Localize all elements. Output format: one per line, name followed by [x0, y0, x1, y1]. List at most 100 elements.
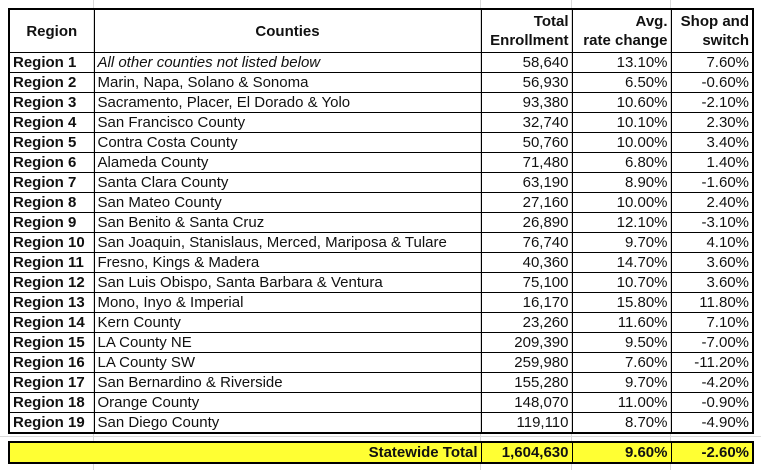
- table-row: Region 9 San Benito & Santa Cruz 26,890 12.…: [8, 212, 754, 233]
- shop-switch-cell: -0.60%: [670, 72, 754, 93]
- table-row: Region 4 San Francisco County 32,740 10.10%…: [8, 112, 754, 133]
- shop-switch-cell: 7.10%: [670, 312, 754, 333]
- counties-cell: Contra Costa County: [93, 132, 482, 153]
- enrollment-cell: 26,890: [480, 212, 573, 233]
- rate-change-cell: 6.50%: [571, 72, 672, 93]
- table-row: Region 2 Marin, Napa, Solano & Sonoma 56,9…: [8, 72, 754, 93]
- enrollment-cell: 76,740: [480, 232, 573, 253]
- enrollment-cell: 148,070: [480, 392, 573, 413]
- rate-change-cell: 9.70%: [571, 372, 672, 393]
- region-cell: Region 9: [8, 212, 95, 233]
- gridline: [0, 436, 761, 437]
- table-row: Region 8 San Mateo County 27,160 10.00% 2.40…: [8, 192, 754, 213]
- counties-cell: San Diego County: [93, 412, 482, 434]
- rate-change-cell: 10.60%: [571, 92, 672, 113]
- counties-cell: All other counties not listed below: [93, 52, 482, 73]
- table-row: Region 15 LA County NE 209,390 9.50% -7.00%: [8, 332, 754, 353]
- enrollment-cell: 23,260: [480, 312, 573, 333]
- region-cell: Region 8: [8, 192, 95, 213]
- region-cell: Region 5: [8, 132, 95, 153]
- rate-change-cell: 10.00%: [571, 132, 672, 153]
- table-row: Region 3 Sacramento, Placer, El Dorado & …: [8, 92, 754, 113]
- enrollment-cell: 32,740: [480, 112, 573, 133]
- counties-cell: Mono, Inyo & Imperial: [93, 292, 482, 313]
- region-cell: Region 13: [8, 292, 95, 313]
- enrollment-cell: 93,380: [480, 92, 573, 113]
- enrollment-table: Region Counties Total Enrollment Avg. rate…: [8, 8, 754, 434]
- counties-cell: San Bernardino & Riverside: [93, 372, 482, 393]
- rate-change-cell: 10.00%: [571, 192, 672, 213]
- table-row: Region 13 Mono, Inyo & Imperial 16,170 15.8…: [8, 292, 754, 313]
- shop-switch-cell: -3.10%: [670, 212, 754, 233]
- counties-cell: San Joaquin, Stanislaus, Merced, Maripos…: [93, 232, 482, 253]
- shop-switch-cell: 3.60%: [670, 252, 754, 273]
- rate-change-cell: 8.90%: [571, 172, 672, 193]
- shop-switch-cell: -0.90%: [670, 392, 754, 413]
- header-rate-change: Avg. rate change: [571, 8, 672, 53]
- rate-change-cell: 11.00%: [571, 392, 672, 413]
- enrollment-cell: 155,280: [480, 372, 573, 393]
- region-cell: Region 3: [8, 92, 95, 113]
- shop-switch-cell: -2.10%: [670, 92, 754, 113]
- table-row: Region 7 Santa Clara County 63,190 8.90% -1.…: [8, 172, 754, 193]
- table-row: Region 18 Orange County 148,070 11.00% -0.90…: [8, 392, 754, 413]
- region-cell: Region 1: [8, 52, 95, 73]
- header-region: Region: [8, 8, 95, 53]
- region-cell: Region 15: [8, 332, 95, 353]
- rate-change-cell: 10.10%: [571, 112, 672, 133]
- counties-cell: Marin, Napa, Solano & Sonoma: [93, 72, 482, 93]
- region-cell: Region 12: [8, 272, 95, 293]
- rate-change-cell: 9.70%: [571, 232, 672, 253]
- counties-cell: San Luis Obispo, Santa Barbara & Ventura: [93, 272, 482, 293]
- rate-change-cell: 15.80%: [571, 292, 672, 313]
- rate-change-cell: 14.70%: [571, 252, 672, 273]
- table-row: Region 14 Kern County 23,260 11.60% 7.10%: [8, 312, 754, 333]
- region-cell: Region 18: [8, 392, 95, 413]
- rate-change-cell: 9.50%: [571, 332, 672, 353]
- region-cell: Region 7: [8, 172, 95, 193]
- shop-switch-cell: 7.60%: [670, 52, 754, 73]
- enrollment-cell: 71,480: [480, 152, 573, 173]
- rate-change-cell: 11.60%: [571, 312, 672, 333]
- rate-change-cell: 12.10%: [571, 212, 672, 233]
- counties-cell: Orange County: [93, 392, 482, 413]
- enrollment-cell: 209,390: [480, 332, 573, 353]
- table-row: Region 6 Alameda County 71,480 6.80% 1.40%: [8, 152, 754, 173]
- table-row: Region 5 Contra Costa County 50,760 10.00% 3…: [8, 132, 754, 153]
- region-cell: Region 10: [8, 232, 95, 253]
- enrollment-cell: 56,930: [480, 72, 573, 93]
- table-row: Region 1 All other counties not listed be…: [8, 52, 754, 73]
- shop-switch-cell: 2.30%: [670, 112, 754, 133]
- region-cell: Region 14: [8, 312, 95, 333]
- shop-switch-cell: -4.90%: [670, 412, 754, 434]
- shop-switch-cell: -7.00%: [670, 332, 754, 353]
- region-cell: Region 17: [8, 372, 95, 393]
- table-row: Region 12 San Luis Obispo, Santa Barbara …: [8, 272, 754, 293]
- enrollment-cell: 119,110: [480, 412, 573, 434]
- total-enrollment: 1,604,630: [480, 441, 573, 464]
- counties-cell: Alameda County: [93, 152, 482, 173]
- shop-switch-cell: 3.40%: [670, 132, 754, 153]
- rate-change-cell: 7.60%: [571, 352, 672, 373]
- shop-switch-cell: 11.80%: [670, 292, 754, 313]
- enrollment-cell: 40,360: [480, 252, 573, 273]
- region-cell: Region 2: [8, 72, 95, 93]
- region-cell: Region 19: [8, 412, 95, 434]
- header-row: Region Counties Total Enrollment Avg. rate…: [8, 8, 754, 53]
- total-label: Statewide Total: [8, 441, 482, 464]
- total-rate-change: 9.60%: [571, 441, 672, 464]
- shop-switch-cell: 2.40%: [670, 192, 754, 213]
- table-row: Region 11 Fresno, Kings & Madera 40,360 14.…: [8, 252, 754, 273]
- counties-cell: LA County NE: [93, 332, 482, 353]
- shop-switch-cell: 1.40%: [670, 152, 754, 173]
- table-row: Region 17 San Bernardino & Riverside 155,2…: [8, 372, 754, 393]
- counties-cell: San Francisco County: [93, 112, 482, 133]
- enrollment-cell: 259,980: [480, 352, 573, 373]
- counties-cell: Fresno, Kings & Madera: [93, 252, 482, 273]
- counties-cell: Sacramento, Placer, El Dorado & Yolo: [93, 92, 482, 113]
- table-row: Region 10 San Joaquin, Stanislaus, Merced…: [8, 232, 754, 253]
- shop-switch-cell: -1.60%: [670, 172, 754, 193]
- counties-cell: San Benito & Santa Cruz: [93, 212, 482, 233]
- counties-cell: San Mateo County: [93, 192, 482, 213]
- region-cell: Region 4: [8, 112, 95, 133]
